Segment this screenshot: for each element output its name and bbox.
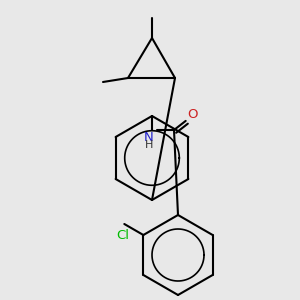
- Text: O: O: [187, 107, 197, 121]
- Text: Cl: Cl: [116, 229, 129, 242]
- Text: N: N: [144, 131, 154, 144]
- Text: H: H: [145, 140, 153, 150]
